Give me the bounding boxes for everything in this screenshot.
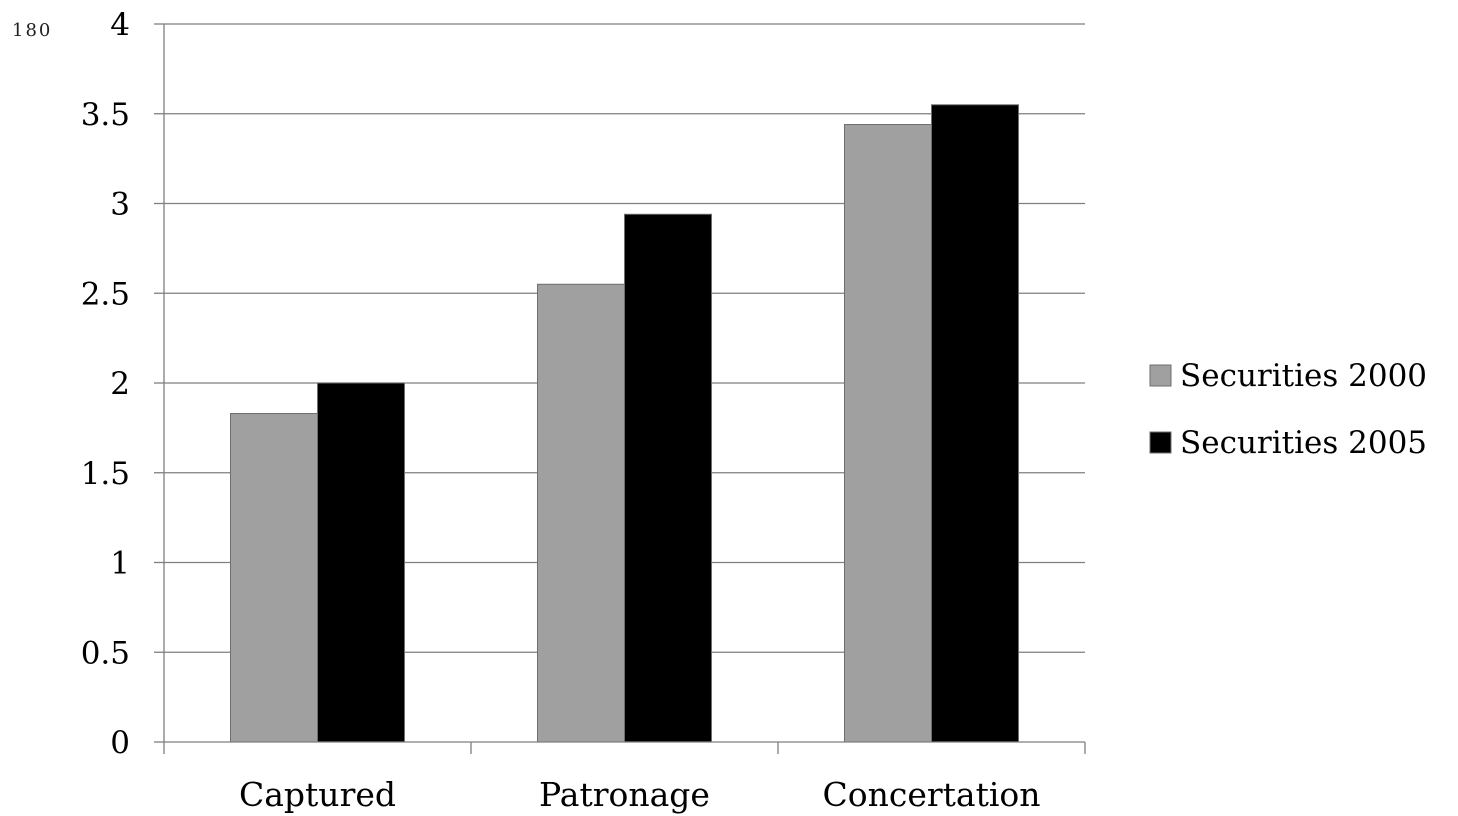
y-tick-label: 3	[110, 187, 130, 223]
bars	[230, 104, 1019, 743]
legend-swatch	[1149, 364, 1172, 387]
axes	[154, 23, 1086, 754]
legend-label: Securities 2005	[1180, 425, 1427, 461]
x-category-label: Patronage	[539, 775, 710, 814]
legend: Securities 2000 Securities 2005	[1149, 358, 1427, 461]
y-tick-label: 2	[110, 366, 130, 402]
page-number: 180	[12, 20, 53, 41]
y-tick-label: 0	[110, 725, 130, 761]
bar-patronage-securities-2005	[624, 213, 712, 743]
bar-captured-securities-2005	[317, 382, 405, 743]
y-tick-label: 1	[110, 546, 130, 582]
y-tick-label: 1.5	[81, 456, 130, 492]
y-tick-label: 2.5	[81, 276, 130, 312]
x-category-label: Captured	[239, 775, 396, 814]
bar-concertation-securities-2000	[844, 124, 932, 743]
y-tick-label: 0.5	[81, 635, 130, 671]
bar-concertation-securities-2005	[931, 104, 1019, 743]
bar-patronage-securities-2000	[537, 283, 625, 743]
y-tick-label: 3.5	[81, 97, 130, 133]
y-tick-label: 4	[110, 7, 130, 43]
x-category-labels: Captured Patronage Concertation	[239, 775, 1041, 814]
legend-swatch	[1149, 431, 1172, 454]
legend-label: Securities 2000	[1180, 358, 1427, 394]
y-tick-labels: 0 0.5 1 1.5 2 2.5 3 3.5 4	[81, 7, 130, 761]
x-category-label: Concertation	[822, 775, 1040, 814]
bar-captured-securities-2000	[230, 413, 318, 743]
